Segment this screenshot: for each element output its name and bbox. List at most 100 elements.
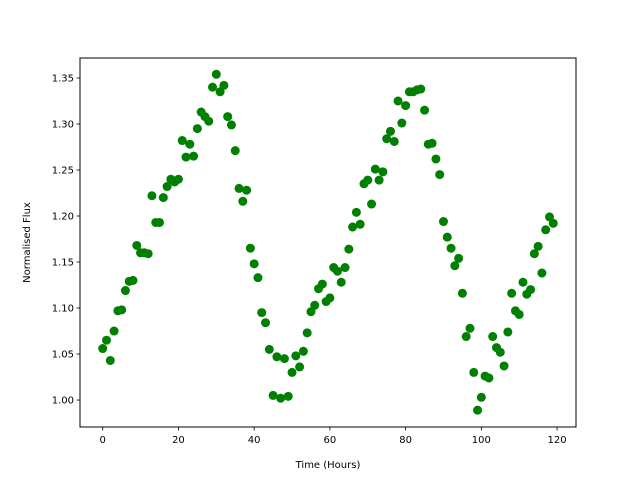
data-point bbox=[378, 167, 388, 177]
data-point bbox=[234, 183, 244, 193]
data-point bbox=[332, 266, 342, 276]
data-point bbox=[438, 217, 448, 227]
data-point bbox=[495, 347, 505, 357]
data-point bbox=[230, 146, 240, 156]
data-point bbox=[181, 152, 191, 162]
data-point bbox=[257, 308, 267, 318]
data-point bbox=[261, 318, 271, 328]
data-point bbox=[529, 249, 539, 259]
x-tick-label: 20 bbox=[172, 435, 185, 446]
data-point bbox=[325, 293, 335, 303]
data-point bbox=[117, 305, 127, 315]
data-point bbox=[291, 351, 301, 361]
data-point bbox=[442, 232, 452, 242]
data-point bbox=[541, 225, 551, 235]
data-point bbox=[499, 361, 509, 371]
y-axis-label: Normalised Flux bbox=[22, 202, 33, 283]
x-tick-label: 40 bbox=[248, 435, 261, 446]
data-point bbox=[537, 268, 547, 278]
data-point bbox=[370, 164, 380, 174]
data-point bbox=[336, 277, 346, 287]
x-tick-label: 60 bbox=[324, 435, 337, 446]
data-point bbox=[242, 185, 252, 195]
data-point bbox=[488, 332, 498, 342]
data-point bbox=[416, 84, 426, 94]
data-point bbox=[302, 328, 312, 338]
data-point bbox=[208, 82, 218, 92]
data-point bbox=[427, 138, 437, 148]
data-point bbox=[249, 259, 259, 269]
data-point bbox=[264, 344, 274, 354]
data-point bbox=[465, 323, 475, 333]
data-point bbox=[367, 199, 377, 209]
data-point bbox=[393, 96, 403, 106]
axes-frame bbox=[79, 57, 577, 428]
data-point bbox=[351, 207, 361, 217]
data-point bbox=[310, 300, 320, 310]
data-point bbox=[363, 175, 373, 185]
data-point bbox=[431, 154, 441, 164]
data-point bbox=[317, 279, 327, 289]
data-point bbox=[389, 136, 399, 146]
data-point bbox=[518, 277, 528, 287]
data-point bbox=[279, 354, 289, 364]
data-point bbox=[173, 174, 183, 184]
data-point bbox=[143, 249, 153, 259]
y-tick-label: 1.30 bbox=[52, 119, 74, 130]
data-point bbox=[457, 288, 467, 298]
data-point bbox=[476, 392, 486, 402]
data-point bbox=[132, 240, 142, 250]
data-point bbox=[245, 243, 255, 253]
y-axis-ticks: 1.00 1.05 1.10 1.15 1.20 1.25 1.30 1.35 bbox=[52, 73, 80, 407]
data-point bbox=[155, 217, 165, 227]
data-point bbox=[272, 352, 282, 362]
data-point bbox=[102, 335, 112, 345]
data-point bbox=[507, 288, 517, 298]
data-point bbox=[420, 105, 430, 115]
data-point bbox=[120, 286, 130, 296]
data-point bbox=[503, 327, 513, 337]
x-tick-label: 120 bbox=[548, 435, 567, 446]
data-point bbox=[385, 126, 395, 136]
data-point bbox=[401, 101, 411, 111]
y-tick-label: 1.05 bbox=[52, 350, 74, 361]
data-point bbox=[98, 344, 108, 354]
data-point bbox=[219, 80, 229, 90]
x-tick-label: 80 bbox=[399, 435, 412, 446]
data-point bbox=[548, 218, 558, 228]
data-point bbox=[226, 120, 236, 130]
data-point bbox=[238, 196, 248, 206]
data-point bbox=[204, 116, 214, 126]
data-point bbox=[189, 151, 199, 161]
data-point bbox=[533, 241, 543, 251]
data-point bbox=[484, 373, 494, 383]
x-tick-label: 0 bbox=[100, 435, 106, 446]
data-point bbox=[461, 332, 471, 342]
y-tick-label: 1.20 bbox=[52, 211, 74, 222]
data-point bbox=[446, 243, 456, 253]
data-point bbox=[283, 391, 293, 401]
data-point bbox=[162, 182, 172, 192]
data-point bbox=[355, 219, 365, 229]
data-point bbox=[223, 112, 233, 122]
data-point bbox=[253, 273, 263, 283]
data-point bbox=[397, 118, 407, 128]
data-point bbox=[177, 136, 187, 146]
data-point bbox=[526, 285, 536, 295]
data-point bbox=[374, 175, 384, 185]
data-point bbox=[128, 275, 138, 285]
x-axis-label: Time (Hours) bbox=[295, 460, 361, 471]
data-point bbox=[450, 261, 460, 271]
data-point bbox=[109, 326, 119, 336]
data-point bbox=[382, 134, 392, 144]
x-axis-ticks: 0 20 40 60 80 100 120 bbox=[100, 427, 567, 446]
data-point bbox=[344, 244, 354, 254]
data-point bbox=[340, 263, 350, 273]
data-point bbox=[454, 253, 464, 263]
y-tick-label: 1.00 bbox=[52, 396, 74, 407]
y-tick-label: 1.15 bbox=[52, 258, 74, 269]
data-point bbox=[268, 390, 278, 400]
y-tick-label: 1.10 bbox=[52, 304, 74, 315]
y-tick-label: 1.35 bbox=[52, 73, 74, 84]
data-point bbox=[211, 69, 221, 79]
